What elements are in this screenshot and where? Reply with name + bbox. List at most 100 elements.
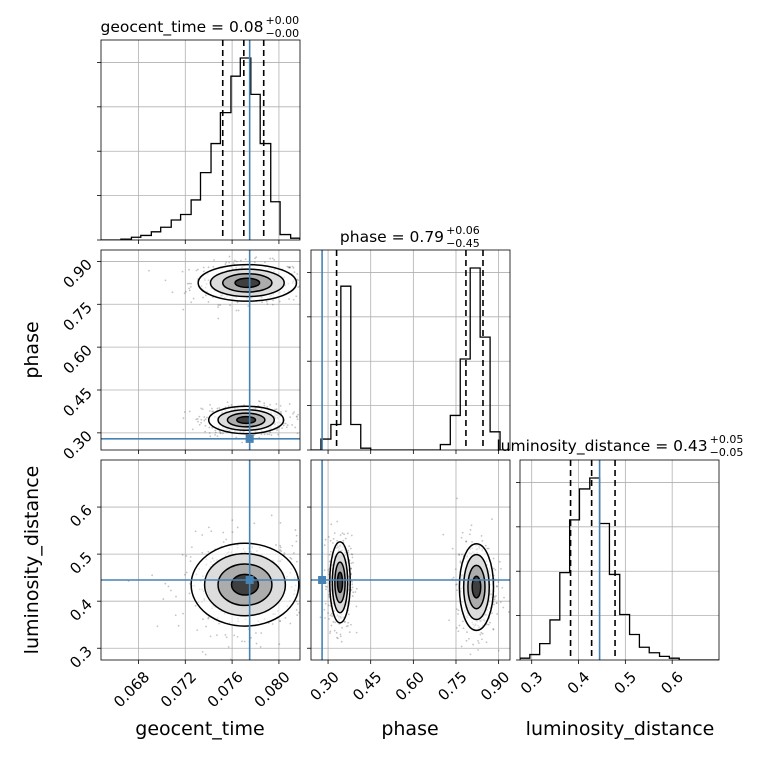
title-phase: phase = 0.79 +0.06−0.45 <box>340 224 480 250</box>
sample-point <box>297 286 300 289</box>
sample-point <box>339 633 342 636</box>
contour-level <box>230 573 260 596</box>
sample-point <box>323 569 326 572</box>
sample-point <box>451 547 454 550</box>
sample-point <box>243 640 246 643</box>
sample-point <box>330 612 333 615</box>
sample-point <box>459 560 462 563</box>
sample-point <box>291 265 294 268</box>
sample-point <box>492 628 495 630</box>
sample-point <box>339 534 342 536</box>
sample-point <box>324 585 327 588</box>
sample-point <box>355 605 358 608</box>
sample-point <box>241 441 243 444</box>
panel-geocent_time-vs-phase: 0.30 0.45 0.60 0.75 0.90 <box>59 249 325 463</box>
sample-point <box>306 585 308 587</box>
sample-point <box>207 617 210 620</box>
sample-point <box>296 418 299 421</box>
sample-point <box>297 413 299 416</box>
sample-point <box>148 269 150 272</box>
sample-point <box>255 256 258 259</box>
tick-label-geocent_time: 0.076 <box>204 668 247 711</box>
contour-level <box>234 277 261 289</box>
title-text: luminosity_distance = 0.43 <box>496 437 707 456</box>
sample-point <box>219 304 222 306</box>
sample-point <box>458 624 461 627</box>
sample-point <box>352 561 354 564</box>
sample-point <box>278 300 281 303</box>
sample-point <box>228 261 231 264</box>
sample-point <box>164 279 167 282</box>
sample-point <box>198 423 201 426</box>
sample-point <box>480 534 483 537</box>
sample-point <box>227 646 230 648</box>
title-geocent_time: geocent_time = 0.08 +0.00−0.00 <box>101 14 300 40</box>
sample-point <box>495 602 498 604</box>
sample-point <box>324 602 327 605</box>
sample-point <box>273 258 276 261</box>
sample-point <box>197 268 199 271</box>
sample-point <box>345 625 348 628</box>
sample-point <box>442 533 445 536</box>
sample-point <box>263 404 266 407</box>
sample-point <box>217 306 219 309</box>
sample-point <box>323 544 326 547</box>
sample-point <box>460 553 463 556</box>
tick-label-phase: 0.60 <box>392 668 428 704</box>
sample-point <box>162 598 165 600</box>
sample-point <box>314 588 316 590</box>
sample-point <box>182 612 184 615</box>
tick-label-phase: 0.45 <box>59 384 95 420</box>
sample-point <box>351 553 354 556</box>
sample-point <box>271 303 274 306</box>
sample-point <box>164 582 167 585</box>
sample-point <box>497 581 500 583</box>
sample-point <box>351 586 354 589</box>
sample-point <box>236 635 239 638</box>
sample-point <box>201 551 204 554</box>
sample-point <box>192 297 195 300</box>
sample-point <box>336 636 338 639</box>
sample-point <box>279 404 282 407</box>
sample-point <box>350 562 353 565</box>
sample-point <box>271 257 274 260</box>
sample-point <box>218 622 220 625</box>
sample-point <box>347 624 349 627</box>
sample-point <box>295 534 298 537</box>
sample-point <box>203 419 206 422</box>
sample-point <box>204 430 207 433</box>
sample-point <box>185 555 188 557</box>
sample-point <box>351 580 354 583</box>
sample-point <box>480 631 483 634</box>
sample-point <box>296 278 299 281</box>
sample-point <box>330 624 333 627</box>
sample-point <box>355 587 358 590</box>
sample-point <box>333 532 336 534</box>
sample-point <box>188 268 190 271</box>
sample-point <box>496 613 499 615</box>
sample-point <box>292 552 295 554</box>
sample-point <box>279 549 282 551</box>
sample-point <box>236 526 239 529</box>
sample-point <box>287 266 290 269</box>
sample-point <box>279 620 281 622</box>
sample-point <box>183 292 186 295</box>
tick-label-phase: 0.75 <box>434 668 470 704</box>
sample-point <box>204 294 207 297</box>
sample-point <box>325 588 327 591</box>
title-upper-error: +0.06 <box>446 224 480 237</box>
sample-point <box>328 560 331 563</box>
sample-point <box>493 598 496 601</box>
tick-label-luminosity_distance: 0.6 <box>66 501 96 531</box>
sample-point <box>491 612 493 615</box>
sample-point <box>323 303 325 305</box>
sample-point <box>481 632 484 635</box>
sample-point <box>457 613 459 615</box>
sample-point <box>259 400 261 403</box>
sample-point <box>465 661 467 663</box>
tick-label-phase: 0.90 <box>477 668 513 704</box>
sample-point <box>503 596 505 599</box>
sample-point <box>304 264 306 266</box>
y-axis-label-luminosity_distance: luminosity_distance <box>21 466 43 655</box>
sample-point <box>269 431 272 434</box>
